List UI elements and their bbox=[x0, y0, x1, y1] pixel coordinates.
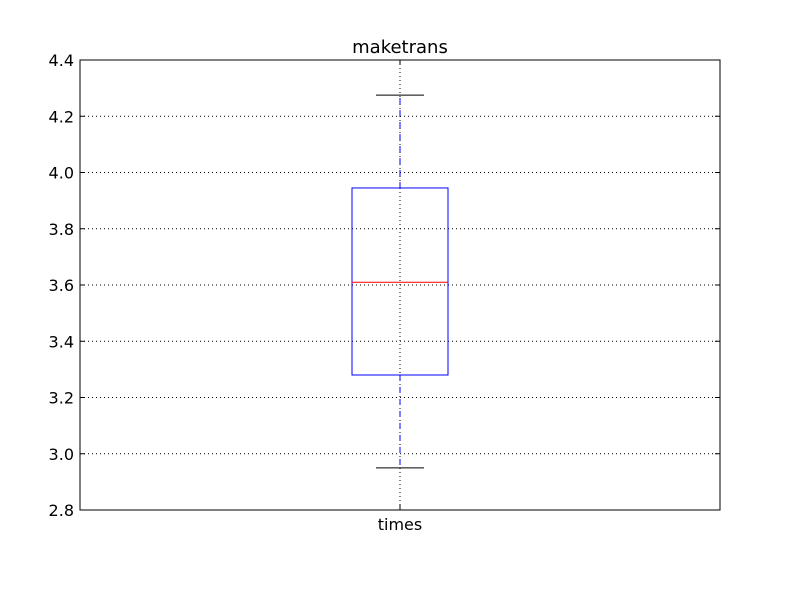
y-tick-label: 2.8 bbox=[49, 501, 74, 520]
y-tick-label: 3.2 bbox=[49, 389, 74, 408]
y-tick-label: 3.8 bbox=[49, 220, 74, 239]
x-tick-label: times bbox=[378, 515, 422, 534]
y-tick-label: 3.4 bbox=[49, 332, 74, 351]
box-layer bbox=[351, 94, 449, 469]
y-tick-label: 4.2 bbox=[49, 107, 74, 126]
y-tick-label: 4.4 bbox=[49, 51, 74, 70]
iqr-box bbox=[351, 187, 449, 376]
y-tick-label: 3.6 bbox=[49, 276, 74, 295]
chart-title: maketrans bbox=[352, 37, 448, 58]
y-tick-label: 3.0 bbox=[49, 445, 74, 464]
tick-layer: 2.8 3.0 3.2 3.4 3.6 3.8 4.0 4.2 4.4 times bbox=[49, 51, 720, 534]
y-tick-label: 4.0 bbox=[49, 164, 74, 183]
